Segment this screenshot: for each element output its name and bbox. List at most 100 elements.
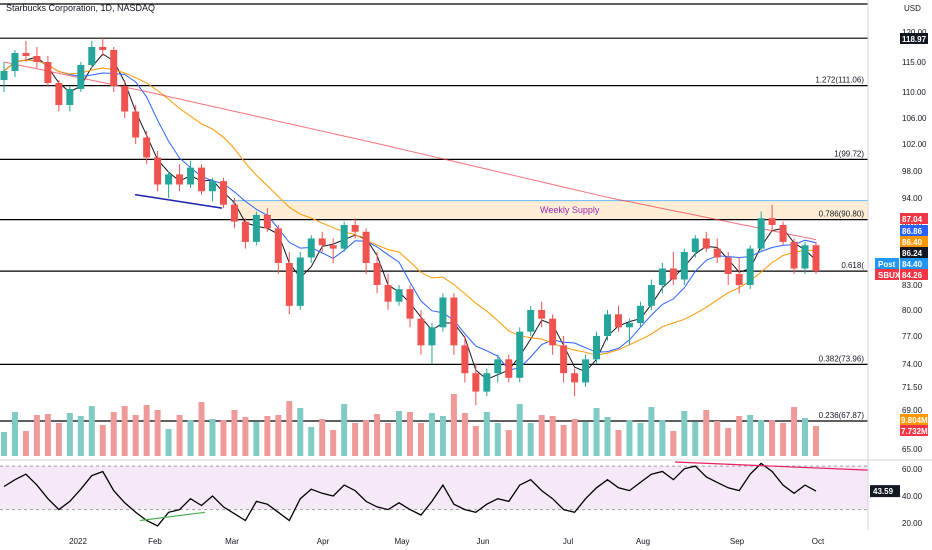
- fib-level-label: 0.236(67.87): [819, 411, 865, 420]
- price-tick: 65.00: [902, 445, 923, 454]
- candle: [33, 47, 41, 68]
- candle: [307, 235, 315, 263]
- time-tick: Sep: [730, 537, 745, 546]
- rsi-value-tag: 43.59: [873, 487, 894, 496]
- volume-bar: [132, 415, 139, 456]
- price-tag: 86.86: [902, 227, 923, 236]
- time-tick: May: [394, 537, 409, 546]
- volume-bar: [22, 431, 29, 456]
- price-tag: 84.40: [902, 260, 923, 269]
- time-tick: 2022: [69, 537, 87, 546]
- volume-bar: [516, 404, 523, 456]
- price-tick: 110.00: [902, 88, 926, 97]
- price-tick: 80.00: [902, 306, 923, 315]
- rsi-tick: 60.00: [902, 465, 923, 474]
- candle: [472, 364, 480, 406]
- volume-bar: [747, 415, 754, 456]
- volume-bar: [659, 420, 666, 456]
- volume-bar: [407, 412, 413, 456]
- volume-bar: [604, 417, 611, 456]
- candle: [428, 323, 436, 364]
- volume-bar: [253, 422, 260, 456]
- volume-bar: [549, 416, 556, 456]
- price-tag: 118.97: [902, 35, 927, 44]
- volume-bar: [55, 423, 62, 456]
- candle: [198, 164, 206, 195]
- volume-bar: [703, 410, 710, 456]
- volume-bar: [319, 419, 326, 456]
- time-tick: Jun: [477, 537, 490, 546]
- price-tick: 115.00: [902, 58, 926, 67]
- rsi-tick: 20.00: [902, 519, 923, 528]
- candle: [538, 301, 546, 328]
- price-tick: 102.00: [902, 140, 927, 149]
- volume-bar: [187, 420, 194, 456]
- volume-bar: [264, 416, 271, 456]
- candle: [154, 150, 162, 192]
- candle: [241, 218, 249, 249]
- volume-bar: [802, 418, 809, 456]
- candle: [746, 245, 754, 290]
- candle: [252, 211, 260, 246]
- currency-label: USD: [904, 4, 921, 13]
- price-tick: 98.00: [902, 167, 923, 176]
- candle: [735, 257, 743, 294]
- time-tick: Mar: [225, 537, 239, 546]
- candle: [318, 231, 326, 252]
- volume-bar: [637, 423, 644, 456]
- candle: [11, 50, 19, 77]
- volume-bar: [791, 407, 798, 456]
- candle: [516, 327, 524, 383]
- rsi-line: [3, 462, 817, 527]
- candle: [329, 238, 337, 263]
- candle: [724, 252, 732, 285]
- volume-bar: [374, 414, 381, 456]
- volume-bar: [615, 430, 622, 456]
- volume-tag: 7.732M: [901, 427, 928, 436]
- price-tick: 106.00: [902, 114, 927, 123]
- volume-bar: [242, 417, 249, 456]
- chart-title: Starbucks Corporation, 1D, NASDAQ: [6, 3, 156, 13]
- moving-average-line: [3, 61, 817, 241]
- candle: [88, 41, 96, 68]
- volume-bar: [165, 429, 172, 456]
- candle: [713, 238, 721, 263]
- candle: [230, 198, 238, 229]
- volume-bar: [33, 415, 40, 456]
- volume-bar: [66, 413, 73, 456]
- time-tick: Jul: [563, 537, 573, 546]
- volume-bar: [363, 420, 370, 456]
- time-tick: Aug: [636, 537, 650, 546]
- volume-bar: [450, 394, 457, 456]
- price-tag-prefix: SBUX: [878, 271, 901, 280]
- price-tick: 120.00: [902, 28, 927, 37]
- volume-bar: [483, 412, 490, 456]
- candle: [593, 331, 601, 364]
- volume-bar: [780, 423, 787, 456]
- volume-bar: [297, 408, 304, 456]
- candle: [702, 231, 710, 252]
- candle: [549, 314, 557, 355]
- volume-bar: [231, 410, 238, 456]
- rsi-tick: 40.00: [902, 492, 923, 501]
- price-tick: 71.50: [902, 383, 923, 392]
- price-tag: 87.04: [902, 215, 923, 224]
- candle: [494, 354, 502, 383]
- candle: [395, 285, 403, 306]
- fib-level-label: 1(99.72): [834, 149, 864, 158]
- candle: [373, 252, 381, 294]
- time-axis: 2022 Feb Mar Apr May Jun Jul Aug Sep Oct: [69, 537, 825, 546]
- candle: [560, 336, 568, 383]
- volume-bar: [286, 401, 293, 456]
- volume-bar: [582, 422, 589, 456]
- volume-bar: [198, 402, 205, 456]
- candle: [461, 336, 469, 383]
- volume-bar: [121, 406, 128, 456]
- volume-bar: [275, 415, 282, 456]
- volume-bar: [681, 411, 688, 456]
- fib-level-label: 0.786(90.80): [819, 210, 865, 219]
- candle: [165, 171, 173, 198]
